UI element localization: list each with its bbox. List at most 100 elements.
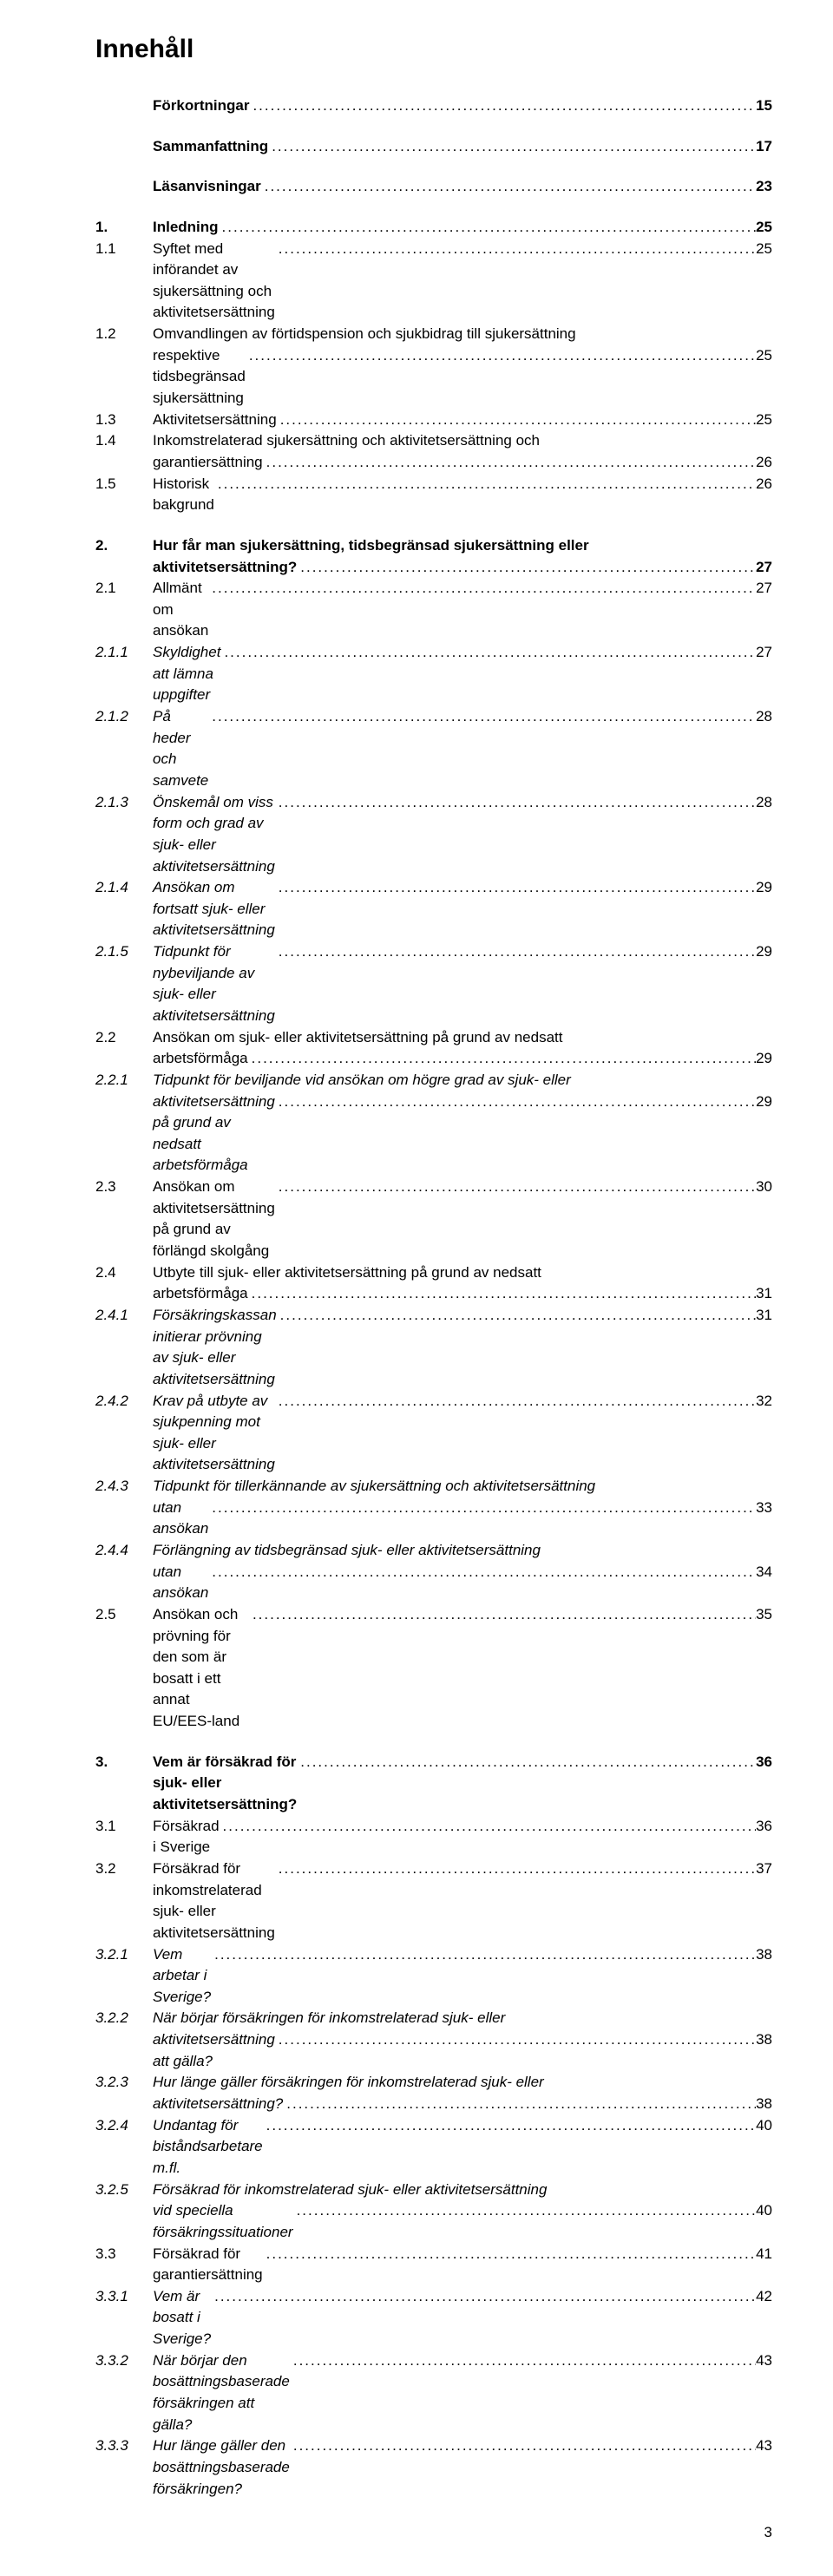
toc-entry-page: 34	[756, 1562, 772, 1583]
toc-entry-label: respektive tidsbegränsad sjukersättning	[153, 345, 246, 410]
toc-entry-label: Krav på utbyte av sjukpenning mot sjuk- …	[153, 1391, 275, 1477]
toc-leader: ........................................…	[248, 1048, 756, 1070]
toc-entry-label: utan ansökan	[153, 1498, 208, 1540]
toc-entry-page: 43	[756, 2435, 772, 2457]
toc-leader: ........................................…	[263, 452, 756, 474]
toc-entry-page: 38	[756, 2094, 772, 2115]
toc-entry-page: 29	[756, 877, 772, 899]
toc-entry-page: 36	[756, 1816, 772, 1838]
toc-entry-label: Vem är bosatt i Sverige?	[153, 2286, 211, 2350]
toc-leader: ........................................…	[275, 1091, 756, 1113]
toc-entry-continuation: aktivitetsersättning att gälla?.........…	[95, 2029, 772, 2072]
toc-entry-page: 29	[756, 1048, 772, 1070]
toc-entry-page: 29	[756, 1091, 772, 1113]
toc-entry-page: 25	[756, 217, 772, 239]
toc-entry-page: 43	[756, 2350, 772, 2372]
toc-entry-number: 2.	[95, 535, 153, 557]
toc-entry-label: Försäkrad för inkomstrelaterad sjuk- ell…	[153, 2179, 547, 2201]
toc-entry-continuation: utan ansökan............................…	[95, 1562, 772, 1604]
toc-entry: 2.4.4Förlängning av tidsbegränsad sjuk- …	[95, 1540, 772, 1562]
toc-entry-page: 32	[756, 1391, 772, 1413]
toc-entry-label: Tidpunkt för nybeviljande av sjuk- eller…	[153, 941, 275, 1027]
toc-leader: ........................................…	[275, 239, 756, 260]
page-number: 3	[95, 2524, 772, 2541]
toc-entry: 3.3.1Vem är bosatt i Sverige?...........…	[95, 2286, 772, 2350]
toc-entry-label: Allmänt om ansökan	[153, 578, 208, 642]
toc-entry-page: 31	[756, 1305, 772, 1327]
toc-entry: 2.1.5Tidpunkt för nybeviljande av sjuk- …	[95, 941, 772, 1027]
toc-entry-number: 2.4.3	[95, 1476, 153, 1498]
toc-entry-label: Ansökan om aktivitetsersättning på grund…	[153, 1177, 275, 1262]
toc-entry: 2.2.1Tidpunkt för beviljande vid ansökan…	[95, 1070, 772, 1091]
toc-entry-page: 38	[756, 2029, 772, 2051]
toc-entry-number: 2.4.1	[95, 1305, 153, 1327]
toc-entry-number: 1.3	[95, 410, 153, 431]
toc-entry-page: 28	[756, 706, 772, 728]
toc-entry: 3.2.2När börjar försäkringen för inkomst…	[95, 2008, 772, 2029]
toc-entry-label: arbetsförmåga	[153, 1048, 248, 1070]
toc-entry: 3.2Försäkrad för inkomstrelaterad sjuk- …	[95, 1858, 772, 1944]
toc-entry-label: Ansökan om fortsatt sjuk- eller aktivite…	[153, 877, 275, 941]
toc-entry: 2.1.2På heder och samvete...............…	[95, 706, 772, 792]
toc-entry-label: Vem arbetar i Sverige?	[153, 1944, 211, 2009]
toc-entry-label: aktivitetsersättning på grund av nedsatt…	[153, 1091, 275, 1177]
toc-entry: 3.3.3Hur länge gäller den bosättningsbas…	[95, 2435, 772, 2500]
toc-leader: ........................................…	[297, 557, 756, 579]
toc-entry-page: 26	[756, 452, 772, 474]
toc-entry-number: 1.4	[95, 430, 153, 452]
toc-entry-label: Tidpunkt för tillerkännande av sjukersät…	[153, 1476, 595, 1498]
toc-entry-label: Utbyte till sjuk- eller aktivitetsersätt…	[153, 1262, 541, 1284]
toc-entry-number: 2.4.2	[95, 1391, 153, 1413]
toc-entry-number: 2.2	[95, 1027, 153, 1049]
toc-entry-label: Försäkrad i Sverige	[153, 1816, 220, 1858]
toc-entry-number: 2.1.3	[95, 792, 153, 814]
toc-entry: Förkortningar...........................…	[95, 95, 772, 117]
toc-leader: ........................................…	[275, 1858, 756, 1880]
toc-leader: ........................................…	[275, 2029, 756, 2051]
toc-entry-continuation: aktivitetsersättning?...................…	[95, 557, 772, 579]
toc-entry-label: aktivitetsersättning?	[153, 557, 297, 579]
toc-leader: ........................................…	[211, 1944, 756, 1966]
toc-entry: 1.5Historisk bakgrund...................…	[95, 474, 772, 516]
toc-leader: ........................................…	[208, 706, 756, 728]
toc-entry-number: 3.3.3	[95, 2435, 153, 2457]
toc-entry-number: 1.	[95, 217, 153, 239]
toc-entry-label: Hur får man sjukersättning, tidsbegränsa…	[153, 535, 589, 557]
toc-entry-number: 3.2	[95, 1858, 153, 1880]
toc-entry-page: 38	[756, 1944, 772, 1966]
toc-entry-continuation: garantiersättning.......................…	[95, 452, 772, 474]
toc-entry: 1.4Inkomstrelaterad sjukersättning och a…	[95, 430, 772, 452]
toc-entry: 1.3Aktivitetsersättning.................…	[95, 410, 772, 431]
toc-entry-label: garantiersättning	[153, 452, 263, 474]
toc-entry-continuation: respektive tidsbegränsad sjukersättning.…	[95, 345, 772, 410]
toc-leader: ........................................…	[293, 2200, 757, 2222]
toc-entry-label: Hur länge gäller försäkringen för inkoms…	[153, 2072, 544, 2094]
toc-entry: 2.4.2Krav på utbyte av sjukpenning mot s…	[95, 1391, 772, 1477]
toc-entry-continuation: aktivitetsersättning?...................…	[95, 2094, 772, 2115]
toc-entry-page: 33	[756, 1498, 772, 1519]
toc-entry-label: Undantag för biståndsarbetare m.fl.	[153, 2115, 263, 2179]
toc-entry: 1.Inledning.............................…	[95, 217, 772, 239]
toc-entry-number: 2.1.4	[95, 877, 153, 899]
toc-entry-page: 28	[756, 792, 772, 814]
toc-entry-page: 27	[756, 642, 772, 664]
toc-entry-label: Önskemål om viss form och grad av sjuk- …	[153, 792, 275, 878]
toc-entry: 3.3.2När börjar den bosättningsbaserade …	[95, 2350, 772, 2436]
toc-entry-page: 40	[756, 2115, 772, 2137]
toc-entry-page: 15	[756, 95, 772, 117]
toc-entry-page: 37	[756, 1858, 772, 1880]
toc-entry-label: När börjar försäkringen för inkomstrelat…	[153, 2008, 505, 2029]
toc-entry-number: 3.3.1	[95, 2286, 153, 2308]
toc-entry-page: 25	[756, 345, 772, 367]
toc-leader: ........................................…	[208, 578, 756, 600]
toc-entry-page: 41	[756, 2244, 772, 2265]
toc-entry-label: arbetsförmåga	[153, 1283, 248, 1305]
toc-leader: ........................................…	[263, 2115, 756, 2137]
toc-entry: 2.5Ansökan och prövning för den som är b…	[95, 1604, 772, 1733]
toc-entry-label: Inledning	[153, 217, 219, 239]
toc-entry-label: Skyldighet att lämna uppgifter	[153, 642, 220, 706]
toc-entry-page: 27	[756, 578, 772, 600]
toc-leader: ........................................…	[246, 345, 756, 367]
toc-entry-label: Hur länge gäller den bosättningsbaserade…	[153, 2435, 290, 2500]
toc-entry-continuation: arbetsförmåga...........................…	[95, 1283, 772, 1305]
